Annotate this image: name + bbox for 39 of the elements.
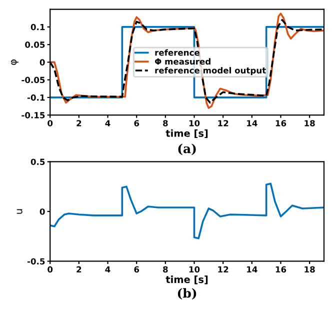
x-tick-label: 10 xyxy=(189,120,200,126)
text: (a) xyxy=(178,144,196,156)
y-tick-label: -0.1 xyxy=(27,94,45,101)
y-tick-label: 0 xyxy=(40,208,45,215)
y-tick-label: 0 xyxy=(40,59,45,66)
y-tick-label: -0.15 xyxy=(22,112,45,118)
x-tick-label: 6 xyxy=(134,120,140,126)
line-series xyxy=(50,182,324,240)
x-tick-label: 0 xyxy=(48,266,53,273)
x-tick-label: 14 xyxy=(247,120,258,126)
x-tick-label: 8 xyxy=(163,266,168,273)
text: (b) xyxy=(178,288,196,300)
legend-label: reference xyxy=(155,49,200,56)
x-axis-title: time [s] xyxy=(166,129,208,138)
x-tick-label: 16 xyxy=(276,120,286,126)
legend-label: Φ measured xyxy=(154,58,210,65)
y-tick-label: -0.05 xyxy=(22,76,45,84)
y-tick-label: 0.5 xyxy=(30,158,45,166)
y-axis-title: φ xyxy=(11,60,18,65)
x-tick-label: 16 xyxy=(276,266,286,273)
x-tick-label: 12 xyxy=(218,266,228,272)
x-tick-label: 2 xyxy=(76,120,82,126)
legend-label: reference model output xyxy=(155,67,266,76)
x-tick-label: 10 xyxy=(189,266,200,273)
x-tick-label: 6 xyxy=(134,266,140,273)
x-tick-label: 4 xyxy=(105,120,110,126)
x-tick-label: 4 xyxy=(105,266,110,272)
x-tick-label: 12 xyxy=(218,120,228,126)
x-tick-label: 0 xyxy=(48,120,53,126)
x-tick-label: 8 xyxy=(163,120,168,126)
x-tick-label: 18 xyxy=(304,266,315,273)
y-tick-label: 0.05 xyxy=(25,42,45,48)
y-tick-label: -0.5 xyxy=(27,258,45,265)
x-tick-label: 14 xyxy=(247,266,258,272)
y-tick-label: 0.1 xyxy=(30,24,45,30)
x-axis-title: time [s] xyxy=(166,276,208,284)
x-tick-label: 18 xyxy=(304,120,315,126)
y-axis-title: u xyxy=(16,209,22,214)
x-tick-label: 2 xyxy=(76,266,82,272)
